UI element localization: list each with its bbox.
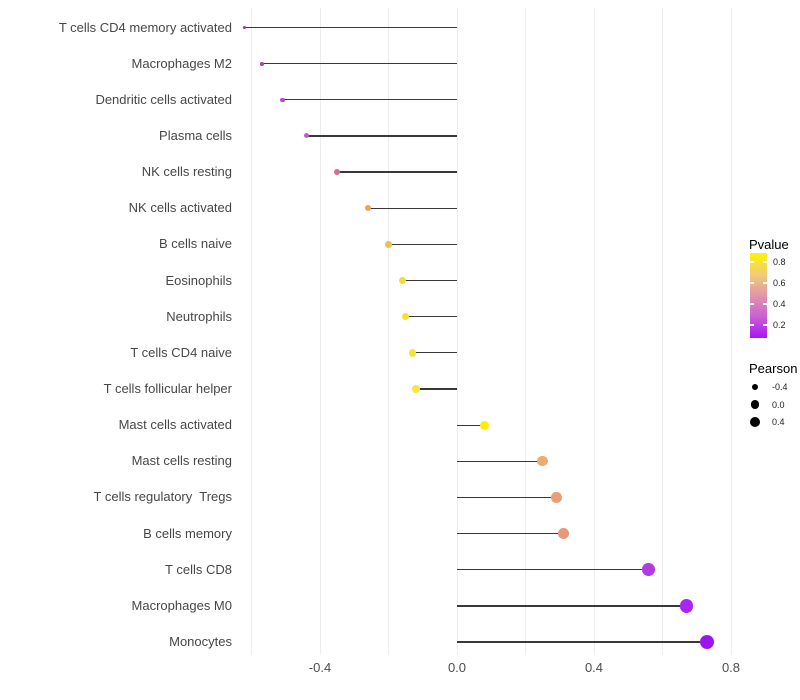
lollipop-stem (337, 171, 457, 173)
gridline (593, 8, 595, 655)
lollipop-stem (457, 496, 557, 499)
lollipop-dot (385, 240, 392, 248)
colorbar-tick-mark (750, 303, 754, 305)
pearson-legend-label: -0.4 (772, 382, 788, 392)
y-axis-label: T cells CD8 (165, 561, 232, 577)
y-axis-label: B cells naive (159, 236, 232, 252)
lollipop-dot (242, 25, 247, 30)
lollipop-dot (642, 563, 656, 577)
y-axis-label: Neutrophils (166, 308, 232, 324)
colorbar-tick-label: 0.4 (773, 299, 786, 309)
gridline (456, 8, 458, 655)
pearson-legend-dot (750, 400, 760, 409)
pvalue-legend-title: Pvalue (749, 237, 789, 252)
y-axis-label: Mast cells activated (118, 417, 232, 433)
lollipop-dot (537, 456, 548, 467)
lollipop-stem (457, 605, 687, 607)
lollipop-stem (405, 316, 457, 318)
lollipop-dot (401, 313, 410, 321)
y-axis-label: NK cells resting (141, 164, 232, 180)
colorbar-tick-label: 0.8 (773, 257, 786, 267)
x-axis-tick-label: 0.0 (447, 660, 467, 675)
lollipop-stem (457, 641, 708, 643)
y-axis-label: NK cells activated (128, 200, 232, 216)
y-axis-label: T cells follicular helper (103, 381, 232, 396)
y-axis-label: Eosinophils (165, 272, 233, 288)
lollipop-stem (457, 424, 485, 426)
lollipop-dot (398, 276, 406, 285)
y-axis-label: T cells CD4 memory activated (58, 19, 232, 35)
lollipop-stem (412, 352, 457, 354)
colorbar-tick-mark (763, 282, 767, 284)
lollipop-stem (306, 135, 457, 137)
lollipop-stem (402, 279, 457, 282)
x-axis-tick-label: -0.4 (308, 660, 332, 675)
lollipop-dot (557, 528, 569, 539)
y-axis-label: Mast cells resting (131, 453, 232, 469)
pearson-legend-label: 0.4 (772, 416, 785, 427)
lollipop-dot (259, 61, 264, 66)
y-axis-label: Monocytes (169, 634, 232, 650)
pearson-legend-dot (750, 416, 760, 427)
pearson-legend-label: 0.0 (772, 399, 785, 410)
lollipop-stem (415, 388, 457, 390)
lollipop-stem (244, 26, 457, 29)
lollipop-stem (261, 63, 457, 65)
lollipop-stem (457, 569, 649, 571)
lollipop-dot (412, 385, 420, 393)
gridline (730, 8, 732, 655)
x-axis-tick-label: 0.4 (584, 660, 604, 675)
lollipop-dot (479, 420, 489, 430)
lollipop-dot (679, 599, 694, 613)
gridline (525, 8, 526, 655)
colorbar-tick-mark (763, 261, 767, 263)
colorbar-tick-label: 0.6 (773, 278, 786, 288)
lollipop-dot (408, 349, 417, 357)
gridline (662, 8, 663, 655)
gridline (388, 8, 389, 655)
lollipop-dot (364, 205, 372, 212)
pearson-legend-title: Pearson (749, 361, 798, 376)
lollipop-stem (367, 207, 457, 209)
lollipop-stem (457, 460, 543, 462)
lollipop-dot (551, 492, 562, 503)
y-axis-label: Dendritic cells activated (95, 91, 232, 107)
colorbar-tick-mark (750, 324, 754, 326)
gridline (251, 8, 252, 655)
colorbar-tick-mark (750, 282, 754, 284)
lollipop-dot (280, 97, 285, 103)
pvalue-colorbar (750, 253, 767, 338)
y-axis-label: B cells memory (143, 525, 232, 541)
y-axis-label: T cells CD4 naive (130, 344, 232, 360)
colorbar-tick-mark (763, 324, 767, 326)
y-axis-label: Plasma cells (159, 127, 232, 143)
colorbar-tick-mark (763, 303, 767, 305)
lollipop-dot (700, 635, 714, 649)
gridline (319, 8, 321, 655)
lollipop-stem (388, 243, 457, 246)
lollipop-dot (334, 169, 340, 175)
lollipop-dot (303, 133, 309, 139)
pearson-legend-dot (751, 383, 759, 391)
colorbar-tick-mark (750, 261, 754, 263)
y-axis-label: T cells regulatory Tregs (93, 489, 232, 505)
x-axis-tick-label: 0.8 (721, 660, 741, 675)
lollipop-stem (457, 532, 564, 535)
colorbar-tick-label: 0.2 (773, 320, 786, 330)
y-axis-label: Macrophages M2 (131, 55, 232, 71)
lollipop-stem (282, 99, 457, 101)
y-axis-label: Macrophages M0 (131, 597, 232, 613)
